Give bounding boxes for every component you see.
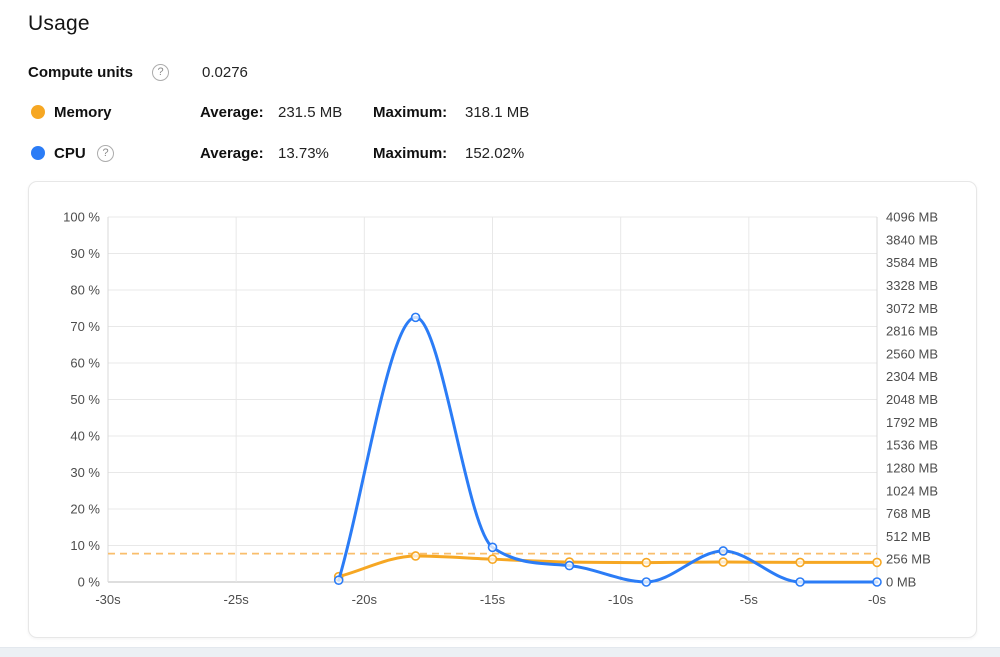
compute-units-value: 0.0276 (202, 64, 248, 81)
compute-units-label: Compute units (28, 64, 133, 81)
cpu-point (641, 577, 652, 587)
right-tick-label: 512 MB (886, 529, 931, 544)
left-tick-label: 60 % (70, 356, 100, 371)
cpu-label: CPU (54, 145, 86, 162)
x-tick-label: -15s (480, 592, 506, 607)
left-tick-label: 50 % (70, 392, 100, 407)
memory-maximum-value: 318.1 MB (465, 104, 530, 121)
x-tick-label: -20s (352, 592, 378, 607)
right-tick-label: 4096 MB (886, 210, 938, 225)
usage-chart-card: 0 % 10 % 20 % 30 % 40 % 50 % 60 % 70 % 80 % 90 % 1… (28, 181, 977, 638)
right-tick-label: 1536 MB (886, 438, 938, 453)
right-tick-label: 3072 MB (886, 301, 938, 316)
memory-point (718, 557, 729, 567)
cpu-line (337, 315, 879, 584)
help-icon[interactable]: ? (152, 64, 169, 81)
cpu-point (718, 546, 729, 556)
cpu-point (564, 560, 575, 571)
memory-point (641, 557, 652, 568)
right-tick-label: 0 MB (886, 575, 916, 590)
cpu-point (872, 577, 882, 587)
footer-strip (0, 647, 1000, 657)
cpu-point (487, 542, 498, 553)
right-tick-label: 2048 MB (886, 392, 938, 407)
left-tick-label: 30 % (70, 465, 100, 480)
cpu-maximum-value: 152.02% (465, 145, 525, 162)
x-tick-label: -10s (608, 592, 634, 607)
memory-point (795, 557, 805, 568)
right-tick-label: 3840 MB (886, 232, 938, 247)
left-tick-label: 70 % (70, 319, 100, 334)
memory-point (487, 554, 498, 564)
memory-average-value: 231.5 MB (278, 104, 343, 121)
right-tick-label: 1280 MB (886, 460, 938, 475)
cpu-point (795, 577, 805, 587)
memory-point (410, 551, 421, 561)
right-tick-label: 3584 MB (886, 255, 938, 270)
x-tick-label: -30s (95, 592, 121, 607)
left-tick-label: 20 % (70, 502, 100, 517)
x-tick-label: -25s (224, 592, 250, 607)
cpu-average-value: 13.73% (278, 145, 329, 162)
memory-maximum-label: Maximum: (373, 104, 448, 121)
left-tick-label: 100 % (63, 210, 100, 225)
memory-average-label: Average: (200, 104, 264, 121)
cpu-legend-dot (31, 146, 45, 160)
right-tick-label: 2816 MB (886, 324, 938, 339)
left-tick-label: 40 % (70, 429, 100, 444)
cpu-point (333, 575, 344, 585)
memory-label: Memory (54, 104, 112, 121)
cpu-maximum-label: Maximum: (373, 145, 448, 162)
x-tick-label: -0s (868, 592, 887, 607)
cpu-stats-row: CPU ? Average: 13.73% Maximum: 152.02% (0, 144, 1000, 164)
right-tick-label: 768 MB (886, 506, 931, 521)
right-tick-label: 2304 MB (886, 369, 938, 384)
left-tick-label: 10 % (70, 538, 100, 553)
left-tick-label: 80 % (70, 283, 100, 298)
right-tick-label: 256 MB (886, 552, 931, 567)
left-tick-label: 90 % (70, 246, 100, 261)
memory-legend-dot (31, 105, 45, 119)
help-icon[interactable]: ? (97, 145, 114, 162)
right-tick-label: 3328 MB (886, 278, 938, 293)
x-tick-label: -5s (740, 592, 759, 607)
cpu-average-label: Average: (200, 145, 264, 162)
memory-stats-row: Memory Average: 231.5 MB Maximum: 318.1 … (0, 103, 1000, 123)
right-tick-label: 1024 MB (886, 483, 938, 498)
memory-point (872, 557, 882, 568)
left-tick-label: 0 % (78, 575, 101, 590)
cpu-point (410, 312, 421, 323)
page-title: Usage (28, 12, 90, 35)
compute-units-row: Compute units ? 0.0276 (0, 63, 1000, 83)
usage-chart[interactable]: 0 % 10 % 20 % 30 % 40 % 50 % 60 % 70 % 80 % 90 % 1… (29, 182, 976, 637)
right-tick-label: 1792 MB (886, 415, 938, 430)
right-tick-label: 2560 MB (886, 346, 938, 361)
